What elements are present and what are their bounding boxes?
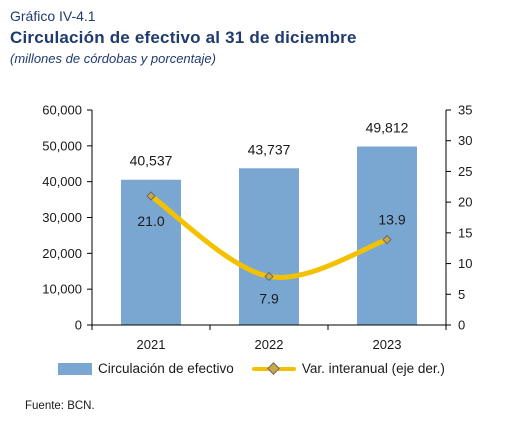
bar-data-label: 40,537 <box>130 153 173 169</box>
y-left-tick-label: 10,000 <box>42 282 82 297</box>
line-data-label: 21.0 <box>137 213 164 229</box>
source-note: Fuente: BCN. <box>25 400 95 412</box>
y-right-tick-label: 25 <box>458 164 472 179</box>
line-marker-2022 <box>264 271 274 282</box>
legend-diamond-icon <box>266 361 280 375</box>
y-left-tick-label: 60,000 <box>42 103 82 118</box>
x-tick-label: 2022 <box>255 337 284 352</box>
bar-data-label: 49,812 <box>366 120 409 136</box>
line-marker-2023 <box>382 234 392 245</box>
y-right-tick-label: 35 <box>458 103 472 118</box>
x-tick-label: 2023 <box>373 337 402 352</box>
y-right-tick-label: 15 <box>458 225 472 240</box>
y-right-tick-label: 0 <box>458 318 465 333</box>
legend-item-bar: Circulación de efectivo <box>58 361 234 376</box>
line-data-label: 7.9 <box>259 290 279 306</box>
line-data-label: 13.9 <box>378 212 405 228</box>
chart-subtitle: (millones de córdobas y porcentaje) <box>10 51 216 66</box>
legend-bar-label: Circulación de efectivo <box>98 361 234 376</box>
chart-title: Circulación de efectivo al 31 de diciemb… <box>10 28 357 47</box>
y-left-tick-label: 30,000 <box>42 210 82 225</box>
legend-bar-swatch <box>58 362 92 375</box>
y-right-tick-label: 5 <box>458 287 465 302</box>
y-left-tick-label: 20,000 <box>42 246 82 261</box>
chart-label: Gráfico IV-4.1 <box>10 8 96 24</box>
y-right-tick-label: 20 <box>458 195 472 210</box>
y-left-tick-label: 50,000 <box>42 138 82 153</box>
bar-2021 <box>121 179 181 325</box>
bar-2022 <box>239 168 299 325</box>
chart-plot: 0 10,000 20,000 30,000 40,000 50,000 60,000 0 5 1… <box>42 103 472 353</box>
y-right-tick-label: 30 <box>458 133 472 148</box>
legend-item-line: Var. interanual (eje der.) <box>251 361 445 376</box>
legend-line-swatch <box>251 361 296 375</box>
line-marker-2021 <box>146 191 156 201</box>
chart-legend: Circulación de efectivo Var. interanual … <box>58 361 445 376</box>
y-left-tick-label: 40,000 <box>42 174 82 189</box>
x-tick-label: 2021 <box>137 337 166 352</box>
bar-data-label: 43,737 <box>248 141 291 157</box>
legend-line-label: Var. interanual (eje der.) <box>301 361 445 376</box>
y-left-tick-label: 0 <box>75 318 82 333</box>
y-right-tick-label: 10 <box>458 256 472 271</box>
